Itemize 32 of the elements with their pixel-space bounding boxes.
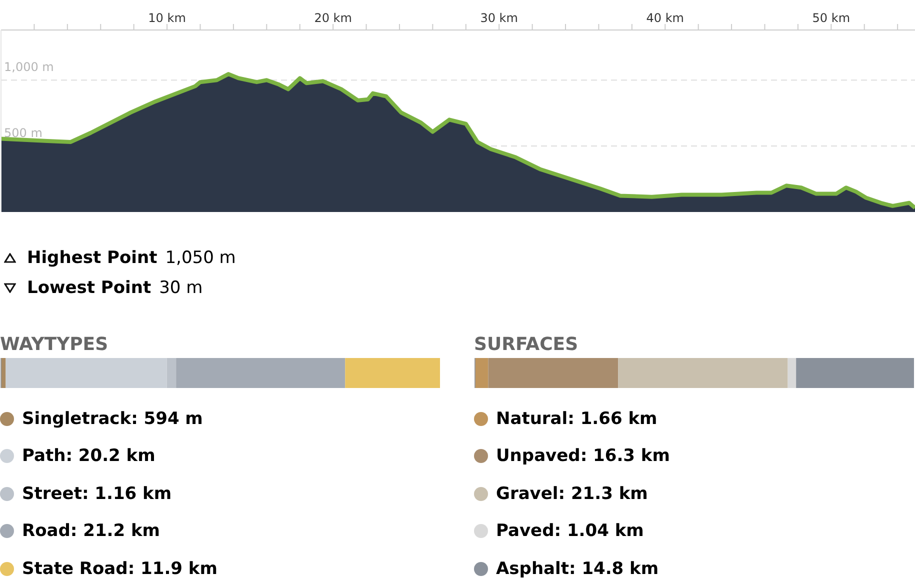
legend-label: Path: 20.2 km xyxy=(22,446,156,466)
legend-label: Singletrack: 594 m xyxy=(22,408,203,429)
x-tick-label: 20 km xyxy=(314,11,352,25)
bar xyxy=(796,358,914,388)
legend-label: Street: 1.16 km xyxy=(22,484,172,504)
text: Highest Point xyxy=(27,248,158,268)
bar xyxy=(6,358,167,388)
legend-label: Gravel: 21.3 km xyxy=(496,484,648,504)
legend-label: Paved: 1.04 km xyxy=(496,521,644,542)
legend-label: Asphalt: 14.8 km xyxy=(496,558,659,579)
text: Lowest Point xyxy=(27,278,152,298)
legend-label: Natural: 1.66 km xyxy=(496,408,658,429)
x-tick-label: 10 km xyxy=(148,11,186,25)
y-tick-label: 500 m xyxy=(4,126,42,140)
legend-label: Road: 21.2 km xyxy=(22,521,160,542)
x-tick-label: 30 km xyxy=(480,11,518,25)
bar xyxy=(788,358,796,388)
x-tick-label: 50 km xyxy=(812,11,850,25)
y-tick-label: 1,000 m xyxy=(4,60,54,74)
text: 1,050 m xyxy=(165,248,236,268)
chart-title: SURFACES xyxy=(474,334,580,357)
x-tick-label: 40 km xyxy=(646,11,684,25)
legend-label: State Road: 11.9 km xyxy=(22,558,218,579)
bar xyxy=(176,358,346,388)
bar xyxy=(488,358,618,388)
chart-title: WAYTYPES xyxy=(0,334,110,357)
bar xyxy=(475,358,488,388)
legend-label: Unpaved: 16.3 km xyxy=(496,446,670,466)
text: 30 m xyxy=(159,278,203,298)
bar xyxy=(618,358,788,388)
bar xyxy=(166,358,176,388)
bar xyxy=(345,358,440,388)
